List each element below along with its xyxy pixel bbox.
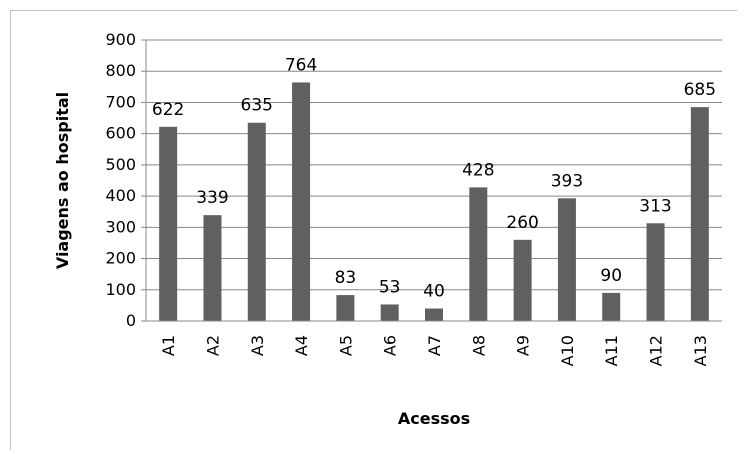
data-label: 83 [335, 268, 357, 288]
x-tick-label: A12 [647, 335, 666, 366]
x-tick-label: A2 [203, 335, 222, 356]
gridlines [141, 39, 722, 322]
data-label: 393 [551, 171, 583, 191]
y-tick-label: 0 [126, 311, 136, 330]
x-tick-label: A7 [425, 335, 444, 356]
bar [469, 187, 488, 321]
y-tick-label: 100 [105, 280, 136, 299]
data-label: 635 [241, 96, 273, 116]
y-tick-label: 400 [105, 186, 136, 205]
bar [292, 82, 311, 321]
x-tick-label: A9 [514, 335, 533, 356]
chart-frame [10, 10, 737, 450]
y-tick-label: 600 [105, 124, 136, 143]
x-tick-label: A1 [159, 335, 178, 356]
data-label: 90 [600, 266, 622, 286]
bar [557, 198, 576, 321]
x-tick-label: A4 [292, 335, 311, 356]
x-tick-label: A13 [691, 335, 710, 366]
y-tick-label: 700 [105, 92, 136, 111]
x-axis-title: Acessos [398, 409, 470, 428]
y-tick-label: 300 [105, 217, 136, 236]
x-tick-label: A3 [248, 335, 267, 356]
bar [380, 304, 399, 321]
data-labels: 622 339 635 764 83 53 40 428 260 393 90 313 685 [152, 55, 716, 301]
bar [336, 295, 355, 321]
x-tick-labels: A1 A2 A3 A4 A5 A6 A7 A8 A9 A10 A11 A12 A13 [159, 335, 710, 366]
bar [513, 239, 532, 321]
data-label: 313 [639, 196, 671, 216]
bar [602, 292, 621, 321]
x-tick-label: A5 [336, 335, 355, 356]
bar [203, 215, 222, 321]
x-tick-label: A11 [602, 335, 621, 366]
data-label: 260 [506, 213, 538, 233]
data-label: 339 [196, 188, 228, 208]
data-label: 40 [423, 282, 445, 302]
bar [159, 126, 178, 321]
y-tick-label: 900 [105, 30, 136, 49]
x-tick-label: A10 [558, 335, 577, 366]
y-axis-title: Viagens ao hospital [53, 92, 72, 269]
y-tick-label: 800 [105, 61, 136, 80]
data-label: 53 [379, 277, 401, 297]
bar [690, 107, 709, 321]
bar [646, 223, 665, 321]
y-tick-labels: 0 100 200 300 400 500 600 700 800 900 [105, 30, 136, 330]
data-label: 764 [285, 55, 317, 75]
x-tick-label: A8 [469, 335, 488, 356]
y-tick-label: 200 [105, 249, 136, 268]
bar [247, 122, 266, 321]
bars [159, 82, 709, 321]
data-label: 622 [152, 100, 184, 120]
bar [425, 308, 443, 321]
data-label: 685 [684, 80, 716, 100]
data-label: 428 [462, 160, 494, 180]
x-tick-label: A6 [381, 335, 400, 356]
y-tick-label: 500 [105, 155, 136, 174]
